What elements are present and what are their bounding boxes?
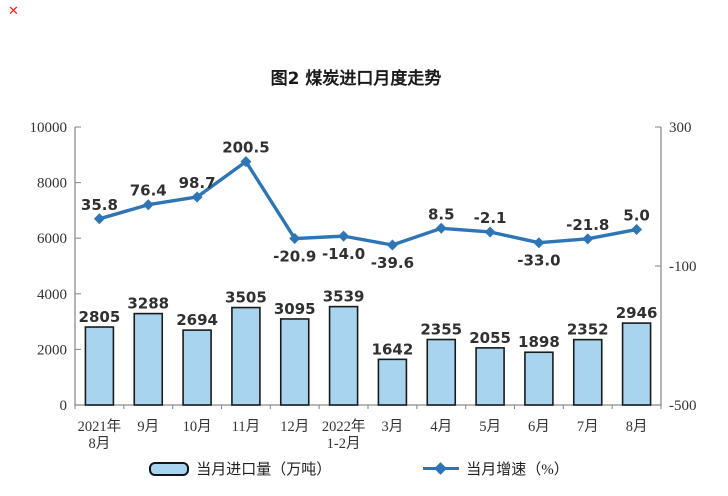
bar xyxy=(572,338,603,406)
line-marker-diamond xyxy=(582,233,594,245)
bar-value-label: 2805 xyxy=(79,308,121,326)
x-axis-label: 6月 xyxy=(528,419,550,435)
line-swatch-icon xyxy=(423,462,460,476)
line-value-label: 8.5 xyxy=(428,205,455,223)
x-axis-label: 12月 xyxy=(280,419,309,435)
line-value-label: -2.1 xyxy=(474,209,507,227)
line-marker-diamond xyxy=(484,226,496,238)
axes xyxy=(74,127,662,409)
chart-title: 图2 煤炭进口月度走势 xyxy=(270,69,442,89)
bar-value-label: 3505 xyxy=(225,289,267,307)
chart-legend: 当月进口量（万吨） 当月增速（%） xyxy=(0,458,728,479)
x-axis-label: 11月 xyxy=(232,419,260,435)
x-axis-label: 8月 xyxy=(89,436,111,452)
line-value-label: -33.0 xyxy=(517,252,560,270)
x-axis-label: 2021年 xyxy=(78,418,122,435)
left-axis-tick-label: 2000 xyxy=(37,342,67,358)
x-axis-label: 2022年 xyxy=(322,418,366,435)
bar xyxy=(133,312,164,406)
x-axis-label: 10月 xyxy=(183,419,212,435)
broken-image-icon: ✕ xyxy=(8,4,19,19)
bar-value-label: 3539 xyxy=(323,288,365,306)
line-marker-diamond xyxy=(191,191,203,203)
line-value-label: -20.9 xyxy=(273,248,316,266)
left-axis-tick-label: 4000 xyxy=(37,287,67,303)
left-axis-tick-label: 6000 xyxy=(37,231,67,247)
line-value-label: -14.0 xyxy=(322,245,365,263)
line-marker-diamond xyxy=(386,239,398,251)
legend-item-imports: 当月进口量（万吨） xyxy=(149,458,331,479)
x-axis-label: 4月 xyxy=(430,419,452,435)
x-axis-label: 9月 xyxy=(137,419,159,435)
x-axis-label: 1-2月 xyxy=(327,436,361,452)
bars xyxy=(84,305,652,406)
bar-value-label: 3288 xyxy=(127,295,169,313)
line-marker-diamond xyxy=(631,224,643,236)
x-axis-label: 7月 xyxy=(577,419,599,435)
right-axis-ticks: -500 -100 300 xyxy=(655,120,697,414)
line-marker-diamond xyxy=(533,237,545,249)
bar xyxy=(182,329,212,406)
left-axis-tick-label: 0 xyxy=(60,398,68,414)
bar xyxy=(279,318,310,406)
bar xyxy=(377,358,408,406)
left-axis-tick-label: 8000 xyxy=(37,176,67,192)
bar-value-label: 2352 xyxy=(567,321,609,339)
line-value-label: 98.7 xyxy=(179,174,216,192)
bar-value-label: 3095 xyxy=(274,300,316,318)
bar xyxy=(621,322,652,406)
right-axis-tick-label: 300 xyxy=(669,120,692,136)
line-marker-diamond xyxy=(93,213,105,225)
bar xyxy=(231,306,261,406)
line-marker-diamond xyxy=(142,199,154,211)
line-value-label: 200.5 xyxy=(222,139,269,157)
right-axis-tick-label: -500 xyxy=(669,398,697,414)
line-value-labels: 35.8 76.4 98.7 200.5 -20.9 -14.0 -39.6 8.5 -2.1 -… xyxy=(81,139,650,272)
bar xyxy=(475,347,505,406)
line-value-label: -39.6 xyxy=(371,254,414,272)
line-marker-diamond xyxy=(240,156,252,168)
growth-line xyxy=(93,156,643,251)
legend-bar-label: 当月进口量（万吨） xyxy=(196,462,332,478)
x-axis-label: 8月 xyxy=(626,419,648,435)
left-axis-tick-label: 10000 xyxy=(30,120,68,136)
bar xyxy=(84,326,115,406)
bar xyxy=(328,305,359,406)
bar-value-label: 2055 xyxy=(469,329,511,347)
right-axis-tick-label: -100 xyxy=(669,259,697,275)
line-marker-diamond xyxy=(435,222,447,234)
bar xyxy=(426,338,457,406)
legend-item-growth: 当月增速（%） xyxy=(423,458,569,479)
x-axis-label: 3月 xyxy=(382,419,404,435)
bar xyxy=(524,351,554,406)
line-value-label: 5.0 xyxy=(623,207,650,225)
bar-value-label: 1642 xyxy=(372,340,414,358)
line-marker-diamond xyxy=(338,230,350,242)
bar-value-label: 2946 xyxy=(616,304,658,322)
left-axis-ticks: 0 2000 4000 6000 8000 10000 xyxy=(30,120,81,414)
line-value-label: 76.4 xyxy=(130,182,167,200)
bar-value-label: 2694 xyxy=(176,311,218,329)
line-marker-diamond xyxy=(289,233,301,245)
bar-value-label: 2355 xyxy=(420,321,462,339)
line-value-label: -21.8 xyxy=(566,216,609,234)
x-axis-label: 5月 xyxy=(479,419,501,435)
bar-value-label: 1898 xyxy=(518,333,560,351)
line-value-label: 35.8 xyxy=(81,196,118,214)
bar-value-labels: 2805 3288 2694 3505 3095 3539 1642 2355 2055 1898… xyxy=(79,288,658,359)
legend-line-label: 当月增速（%） xyxy=(466,462,569,478)
bar-swatch-icon xyxy=(149,461,190,476)
